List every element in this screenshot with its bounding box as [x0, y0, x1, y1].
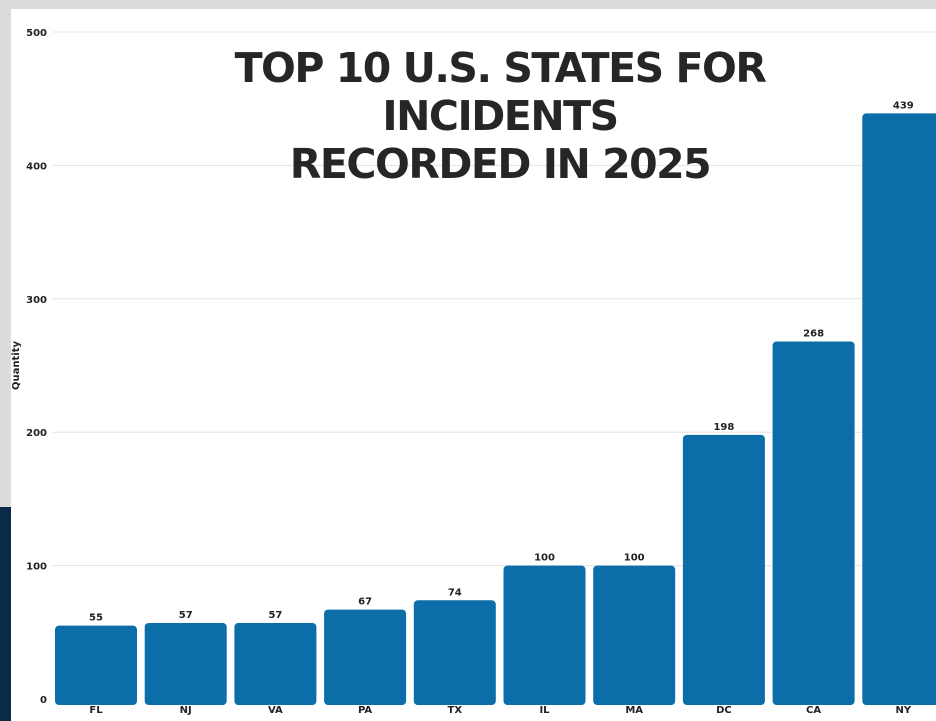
left-frame: [0, 0, 11, 721]
x-tick-label-il: IL: [539, 705, 550, 716]
bar-fl: [55, 625, 137, 705]
data-label-il: 100: [534, 553, 555, 564]
data-label-fl: 55: [89, 613, 103, 624]
data-label-ny: 439: [893, 100, 914, 111]
x-tick-label-tx: TX: [448, 705, 463, 716]
y-axis-label: Quantity: [11, 341, 22, 390]
bar-ca: [772, 341, 855, 705]
x-tick-label-ma: MA: [625, 705, 643, 716]
chart-title-line-2: RECORDED IN 2025: [289, 140, 712, 188]
data-label-va: 57: [268, 610, 282, 621]
bar-ny: [862, 113, 936, 705]
data-label-ma: 100: [624, 553, 645, 564]
y-tick-label: 100: [26, 562, 47, 573]
navy-edge-strip: [0, 507, 11, 721]
x-tick-label-va: VA: [268, 705, 283, 716]
top-frame: [0, 0, 936, 9]
data-label-nj: 57: [179, 610, 193, 621]
data-label-tx: 74: [448, 587, 462, 598]
x-tick-label-ny: NY: [895, 705, 911, 716]
bar-va: [234, 622, 317, 705]
bar-chart: 0 100 200 300 400 500 Quantity 55 FL 57 NJ 57 VA 67 PA…: [11, 28, 936, 716]
bar-il: [503, 565, 586, 705]
chart-panel: 0 100 200 300 400 500 Quantity 55 FL 57 NJ 57 VA 67 PA…: [11, 9, 936, 721]
bar-nj: [144, 622, 227, 705]
x-tick-label-nj: NJ: [180, 705, 192, 716]
bar-tx: [413, 600, 496, 705]
chart-title-line-1: TOP 10 U.S. STATES FOR INCIDENTS: [234, 44, 767, 140]
x-tick-label-pa: PA: [358, 705, 372, 716]
bar-ma: [593, 565, 676, 705]
x-tick-label-fl: FL: [89, 705, 103, 716]
bar-pa: [324, 609, 407, 705]
y-tick-label: 500: [26, 28, 47, 39]
y-tick-label: 0: [40, 695, 47, 706]
y-tick-label: 400: [26, 161, 47, 172]
x-tick-label-dc: DC: [716, 705, 732, 716]
chart-title: TOP 10 U.S. STATES FOR INCIDENTS RECORDE…: [180, 44, 820, 188]
data-label-pa: 67: [358, 597, 372, 608]
data-label-dc: 198: [713, 422, 734, 433]
data-label-ca: 268: [803, 328, 824, 339]
y-tick-label: 200: [26, 428, 47, 439]
x-tick-label-ca: CA: [806, 705, 821, 716]
bar-dc: [682, 434, 765, 705]
y-tick-label: 300: [26, 295, 47, 306]
